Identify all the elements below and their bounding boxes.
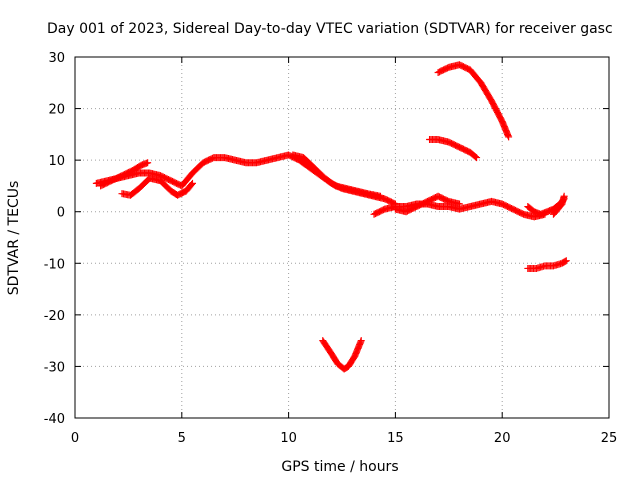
data-point [473, 154, 481, 162]
track-arc-top [434, 61, 513, 141]
track-right-low [524, 257, 570, 272]
plot-frame [74, 56, 610, 419]
y-tick-label: 20 [48, 103, 65, 118]
axes-ticks: 0 5 10 15 20 25 -40 -30 -20 -10 0 10 20 30 [44, 51, 618, 446]
x-tick-label: 25 [601, 431, 618, 446]
y-tick-label: 10 [48, 154, 65, 169]
data-point [188, 179, 196, 187]
track-main-a [92, 151, 399, 208]
track-main-b [97, 159, 152, 190]
chart-title: Day 001 of 2023, Sidereal Day-to-day VTE… [47, 21, 613, 37]
x-tick-label: 5 [178, 431, 186, 446]
data-point [376, 192, 384, 200]
data-point [561, 257, 569, 265]
data-points [92, 61, 570, 373]
data-point [505, 133, 513, 141]
y-tick-label: -40 [44, 412, 65, 427]
data-point [455, 200, 463, 208]
y-tick-label: 0 [57, 206, 65, 221]
y-tick-label: 30 [48, 51, 65, 66]
y-axis-label: SDTVAR / TECUs [6, 181, 22, 296]
data-point [560, 192, 568, 200]
track-main-d [289, 151, 384, 200]
x-tick-label: 15 [387, 431, 404, 446]
y-tick-label: -20 [44, 309, 65, 324]
track-mid-upper [426, 136, 481, 162]
track-main-c [118, 174, 196, 199]
x-tick-label: 0 [71, 431, 79, 446]
track-v-dip [319, 337, 365, 373]
track-main-h [549, 192, 568, 218]
x-tick-label: 10 [280, 431, 297, 446]
track-main-f [391, 192, 463, 216]
data-point [188, 180, 196, 188]
data-point [357, 337, 365, 345]
y-tick-label: -30 [44, 360, 65, 375]
x-tick-label: 20 [494, 431, 511, 446]
y-tick-label: -10 [44, 257, 65, 272]
data-point [472, 153, 479, 161]
x-axis-label: GPS time / hours [281, 459, 398, 475]
data-point [144, 159, 152, 167]
data-point [562, 257, 570, 265]
